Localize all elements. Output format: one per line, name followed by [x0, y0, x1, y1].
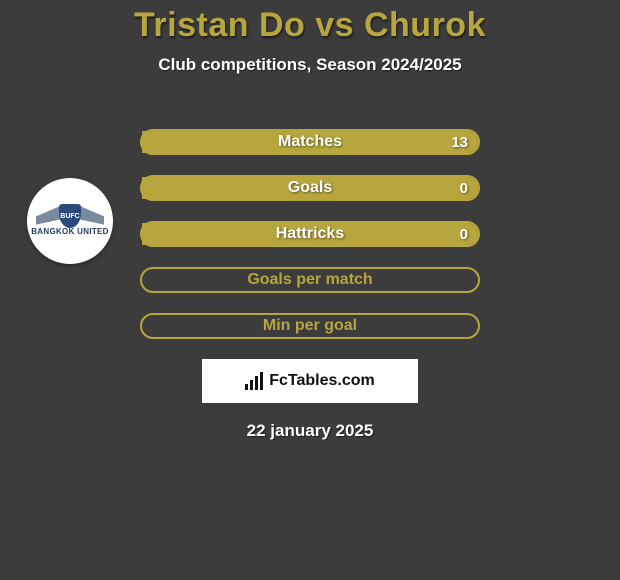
stat-row: Min per goal — [140, 313, 480, 339]
stat-row-holder: Hattricks 0 — [140, 211, 480, 257]
stat-row: Goals per match — [140, 267, 480, 293]
stat-row-holder: Goals 0 — [140, 165, 480, 211]
stat-rows-container: Matches 13 Goals 0 Hattricks 0 Goals per match… — [140, 119, 480, 349]
date-text: 22 january 2025 — [247, 421, 374, 441]
stat-value-right: 0 — [460, 180, 468, 197]
brand-logo: FcTables.com — [202, 359, 418, 403]
stat-row: Goals 0 — [140, 175, 480, 201]
comparison-card: Tristan Do vs Churok Club competitions, … — [0, 0, 620, 580]
stat-label: Min per goal — [263, 317, 357, 335]
stat-label: Goals — [288, 179, 332, 197]
stat-label: Goals per match — [247, 271, 372, 289]
stat-value-right: 13 — [451, 134, 468, 151]
stat-label: Matches — [278, 133, 342, 151]
club-badge-left: BUFC BANGKOK UNITED — [27, 178, 113, 264]
page-title: Tristan Do vs Churok — [134, 6, 486, 45]
stat-row: Matches 13 — [140, 129, 480, 155]
page-subtitle: Club competitions, Season 2024/2025 — [158, 55, 461, 75]
club-badge-label: BANGKOK UNITED — [31, 228, 109, 236]
shield-icon: BUFC — [59, 204, 81, 228]
brand-name: FcTables.com — [269, 372, 375, 390]
stat-row-holder: Goals per match — [140, 257, 480, 303]
stat-label: Hattricks — [276, 225, 344, 243]
stat-row-holder: Min per goal — [140, 303, 480, 349]
bar-chart-icon — [245, 372, 263, 390]
stat-row-holder: Matches 13 — [140, 119, 480, 165]
stat-row: Hattricks 0 — [140, 221, 480, 247]
stat-value-right: 0 — [460, 226, 468, 243]
